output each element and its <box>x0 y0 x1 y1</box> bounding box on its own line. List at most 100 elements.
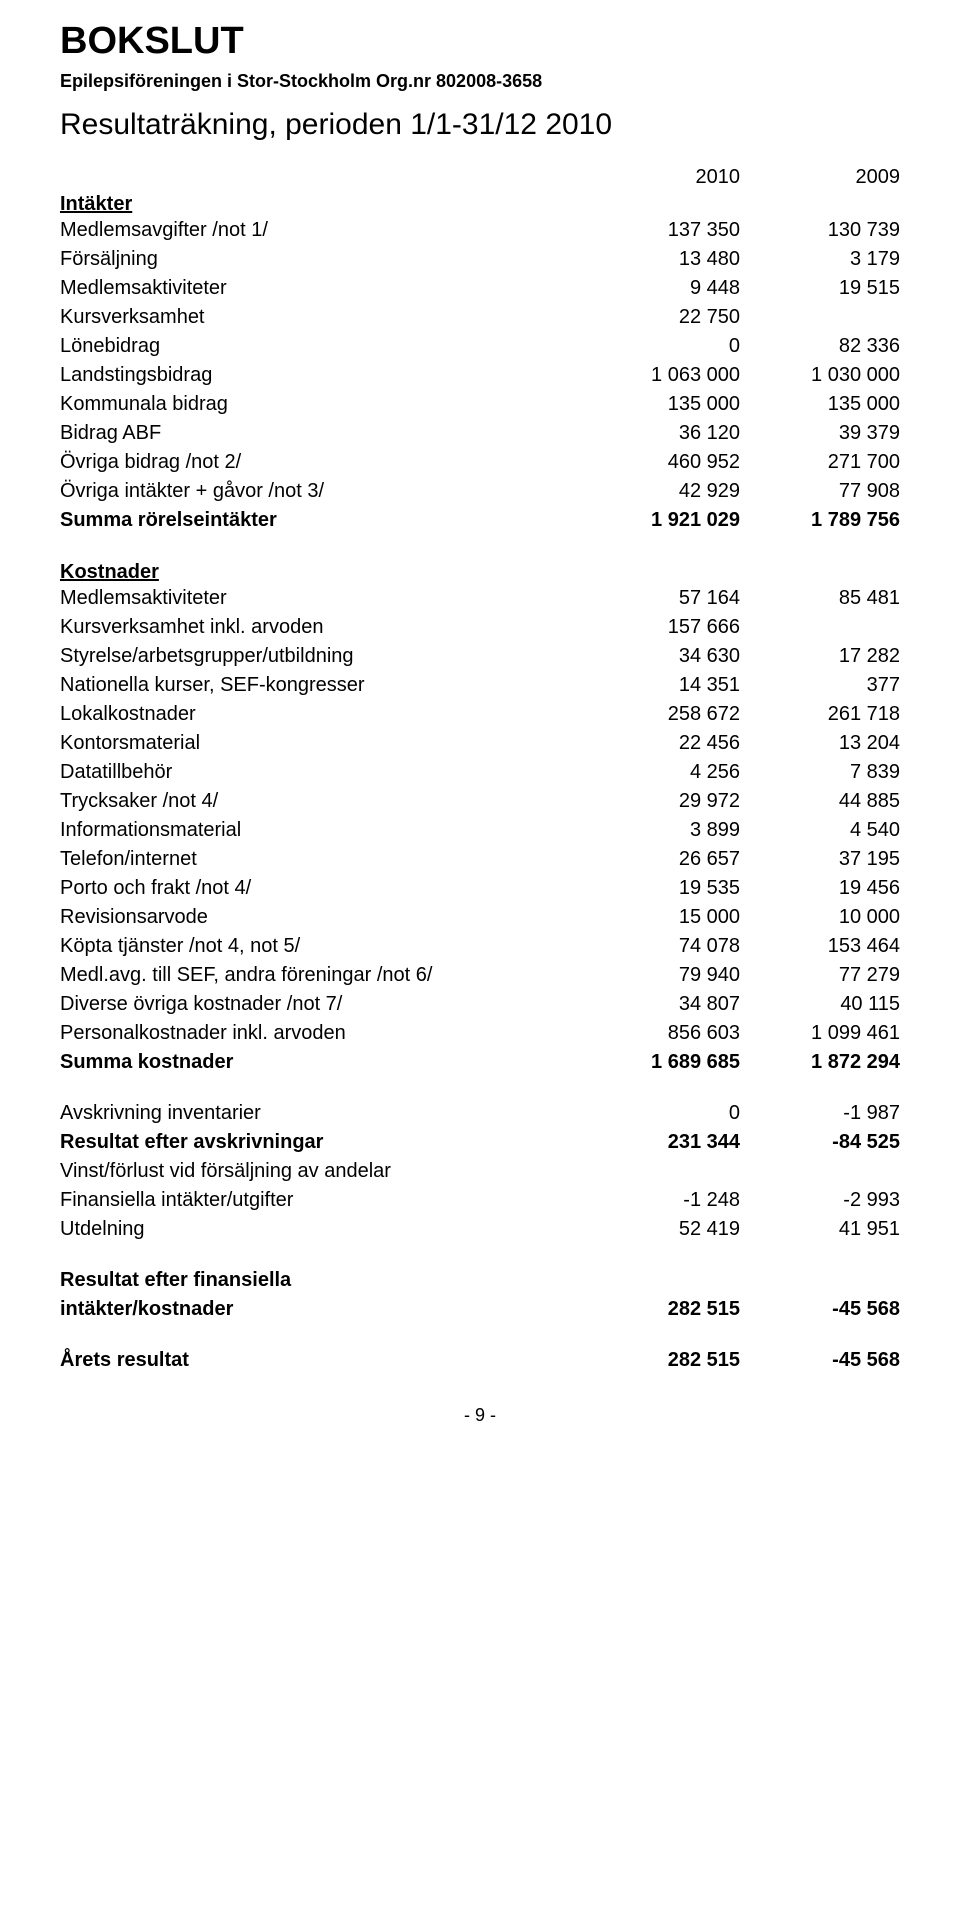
cost-row: Porto och frakt /not 4/19 53519 456 <box>60 874 900 903</box>
cost-sum-v1: 1 689 685 <box>580 1048 740 1077</box>
income-row: Landstingsbidrag1 063 0001 030 000 <box>60 361 900 390</box>
after-row: Vinst/förlust vid försäljning av andelar <box>60 1157 900 1186</box>
income-v1: 22 750 <box>580 303 740 332</box>
cost-v1: 157 666 <box>580 613 740 642</box>
income-v1: 9 448 <box>580 274 740 303</box>
fin-header-row: Resultat efter finansiella <box>60 1266 900 1295</box>
income-label: Övriga bidrag /not 2/ <box>60 448 580 477</box>
cost-label: Revisionsarvode <box>60 903 580 932</box>
cost-v2: 19 456 <box>740 874 900 903</box>
year-col-1: 2010 <box>580 166 740 189</box>
cost-row: Informationsmaterial3 8994 540 <box>60 816 900 845</box>
cost-label: Personalkostnader inkl. arvoden <box>60 1019 580 1048</box>
income-label: Försäljning <box>60 245 580 274</box>
cost-v2: 17 282 <box>740 642 900 671</box>
cost-v1: 29 972 <box>580 787 740 816</box>
income-label: Bidrag ABF <box>60 419 580 448</box>
after-label: Utdelning <box>60 1215 580 1244</box>
income-v2: 39 379 <box>740 419 900 448</box>
cost-v1: 79 940 <box>580 961 740 990</box>
cost-v2: 13 204 <box>740 729 900 758</box>
cost-v1: 15 000 <box>580 903 740 932</box>
cost-label: Porto och frakt /not 4/ <box>60 874 580 903</box>
cost-row: Revisionsarvode15 00010 000 <box>60 903 900 932</box>
after-v2: -1 987 <box>740 1099 900 1128</box>
income-label: Landstingsbidrag <box>60 361 580 390</box>
cost-v1: 34 630 <box>580 642 740 671</box>
fin-row-v2: -45 568 <box>740 1295 900 1324</box>
year-result-label: Årets resultat <box>60 1346 580 1375</box>
section-title: Resultaträkning, perioden 1/1-31/12 2010 <box>60 108 900 142</box>
cost-label: Diverse övriga kostnader /not 7/ <box>60 990 580 1019</box>
after-v2 <box>740 1157 900 1186</box>
cost-label: Telefon/internet <box>60 845 580 874</box>
cost-v2: 377 <box>740 671 900 700</box>
cost-row: Nationella kurser, SEF-kongresser14 3513… <box>60 671 900 700</box>
cost-row: Diverse övriga kostnader /not 7/34 80740… <box>60 990 900 1019</box>
income-row: Övriga intäkter + gåvor /not 3/42 92977 … <box>60 477 900 506</box>
income-row: Kommunala bidrag135 000135 000 <box>60 390 900 419</box>
cost-v2: 261 718 <box>740 700 900 729</box>
after-row: Resultat efter avskrivningar231 344-84 5… <box>60 1128 900 1157</box>
cost-v1: 26 657 <box>580 845 740 874</box>
cost-v2: 4 540 <box>740 816 900 845</box>
cost-label: Datatillbehör <box>60 758 580 787</box>
after-v2: -2 993 <box>740 1186 900 1215</box>
income-v1: 460 952 <box>580 448 740 477</box>
income-sum-label: Summa rörelseintäkter <box>60 506 580 535</box>
after-v2: 41 951 <box>740 1215 900 1244</box>
cost-row: Medl.avg. till SEF, andra föreningar /no… <box>60 961 900 990</box>
cost-row: Kursverksamhet inkl. arvoden157 666 <box>60 613 900 642</box>
income-label: Medlemsavgifter /not 1/ <box>60 216 580 245</box>
income-sum-v1: 1 921 029 <box>580 506 740 535</box>
income-v1: 13 480 <box>580 245 740 274</box>
income-row: Lönebidrag082 336 <box>60 332 900 361</box>
fin-row-v1: 282 515 <box>580 1295 740 1324</box>
income-label: Övriga intäkter + gåvor /not 3/ <box>60 477 580 506</box>
income-v2: 271 700 <box>740 448 900 477</box>
income-v1: 137 350 <box>580 216 740 245</box>
cost-row: Styrelse/arbetsgrupper/utbildning34 6301… <box>60 642 900 671</box>
after-label: Finansiella intäkter/utgifter <box>60 1186 580 1215</box>
cost-v2: 44 885 <box>740 787 900 816</box>
income-label: Lönebidrag <box>60 332 580 361</box>
cost-v2: 1 099 461 <box>740 1019 900 1048</box>
cost-v1: 14 351 <box>580 671 740 700</box>
cost-label: Kontorsmaterial <box>60 729 580 758</box>
cost-label: Nationella kurser, SEF-kongresser <box>60 671 580 700</box>
income-row: Medlemsaktiviteter9 44819 515 <box>60 274 900 303</box>
cost-label: Styrelse/arbetsgrupper/utbildning <box>60 642 580 671</box>
income-v2: 77 908 <box>740 477 900 506</box>
after-v1: -1 248 <box>580 1186 740 1215</box>
cost-v1: 258 672 <box>580 700 740 729</box>
income-v1: 135 000 <box>580 390 740 419</box>
income-v2: 19 515 <box>740 274 900 303</box>
after-v1 <box>580 1157 740 1186</box>
cost-v2: 10 000 <box>740 903 900 932</box>
fin-row: intäkter/kostnader 282 515 -45 568 <box>60 1295 900 1324</box>
income-row: Medlemsavgifter /not 1/137 350130 739 <box>60 216 900 245</box>
income-v1: 42 929 <box>580 477 740 506</box>
cost-label: Kursverksamhet inkl. arvoden <box>60 613 580 642</box>
fin-header-label: Resultat efter finansiella <box>60 1266 580 1295</box>
cost-row: Köpta tjänster /not 4, not 5/74 078153 4… <box>60 932 900 961</box>
year-result-row: Årets resultat 282 515 -45 568 <box>60 1346 900 1375</box>
income-v2 <box>740 303 900 332</box>
income-v1: 1 063 000 <box>580 361 740 390</box>
cost-v1: 57 164 <box>580 584 740 613</box>
after-v1: 231 344 <box>580 1128 740 1157</box>
cost-v2: 153 464 <box>740 932 900 961</box>
after-v2: -84 525 <box>740 1128 900 1157</box>
cost-row: Datatillbehör4 2567 839 <box>60 758 900 787</box>
after-v1: 52 419 <box>580 1215 740 1244</box>
income-row: Kursverksamhet22 750 <box>60 303 900 332</box>
cost-label: Medl.avg. till SEF, andra föreningar /no… <box>60 961 580 990</box>
cost-sum-row: Summa kostnader 1 689 685 1 872 294 <box>60 1048 900 1077</box>
income-row: Övriga bidrag /not 2/460 952271 700 <box>60 448 900 477</box>
income-v2: 135 000 <box>740 390 900 419</box>
after-label: Vinst/förlust vid försäljning av andelar <box>60 1157 580 1186</box>
after-row: Avskrivning inventarier0-1 987 <box>60 1099 900 1128</box>
cost-label: Trycksaker /not 4/ <box>60 787 580 816</box>
after-row: Finansiella intäkter/utgifter-1 248-2 99… <box>60 1186 900 1215</box>
income-label: Kursverksamhet <box>60 303 580 332</box>
